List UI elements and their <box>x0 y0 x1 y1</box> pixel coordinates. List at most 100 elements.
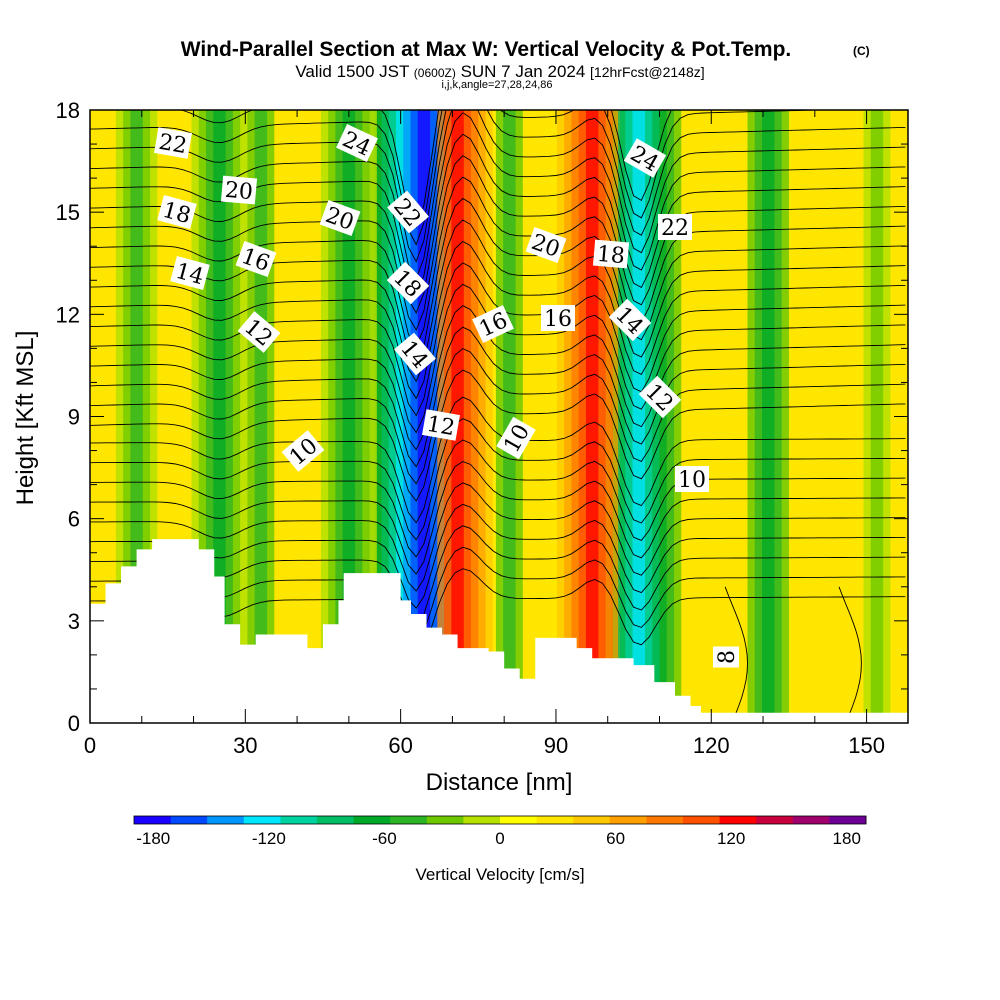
axis-ticks: 0 30 60 90 120 150 0 3 6 9 12 15 18 <box>56 98 908 758</box>
contour-label: 22 <box>658 214 692 241</box>
copyright-mark: (C) <box>853 44 870 58</box>
grid-indices: i,j,k,angle=27,28,24,86 <box>441 79 552 91</box>
colorbar-swatch <box>134 816 171 824</box>
velocity-band <box>503 110 516 723</box>
theta-contour <box>90 369 906 502</box>
theta-contour <box>178 110 672 229</box>
theta-contour <box>90 155 906 332</box>
contour-label-text: 8 <box>715 650 740 664</box>
theta-contour <box>838 586 862 723</box>
x-tick-label: 120 <box>693 733 730 758</box>
y-tick-label: 9 <box>68 405 80 430</box>
y-tick-label: 18 <box>56 98 80 123</box>
terrain-mask <box>90 539 908 723</box>
colorbar-swatch <box>243 816 281 824</box>
contour-label-text: 20 <box>224 178 254 205</box>
x-axis-title: Distance [nm] <box>426 769 573 796</box>
contour-label-text: 18 <box>596 242 626 269</box>
colorbar-swatch <box>463 816 501 824</box>
contour-label: 22 <box>154 127 192 159</box>
colorbar-tick-label: -180 <box>136 829 170 848</box>
contour-label: 16 <box>541 305 575 332</box>
contour-label-box <box>220 175 258 205</box>
theta-contour <box>90 197 906 366</box>
colorbar-swatch <box>390 816 428 824</box>
theta-contour <box>90 482 906 592</box>
velocity-band <box>870 110 884 723</box>
valid-time: Valid 1500 JST (0600Z) SUN 7 Jan 2024 [1… <box>295 62 704 81</box>
colorbar-swatch <box>756 816 794 824</box>
contour-label-box <box>235 240 277 278</box>
colorbar-tick-label: 60 <box>606 829 625 848</box>
contour-label-box <box>608 298 652 342</box>
contour-label-box <box>496 416 536 460</box>
contour-label-text: 22 <box>157 130 189 159</box>
colorbar-tick-label: -60 <box>372 829 397 848</box>
contour-label-box <box>525 226 567 264</box>
contour-label-box <box>336 124 378 162</box>
colorbar-swatch <box>829 816 867 824</box>
velocity-band <box>632 110 645 723</box>
y-tick-label: 0 <box>68 711 80 736</box>
contour-label-text: 16 <box>544 307 572 332</box>
theta-contour <box>90 503 906 609</box>
chart-title: Wind-Parallel Section at Max W: Vertical… <box>181 38 792 61</box>
x-tick-label: 60 <box>388 733 412 758</box>
x-tick-label: 30 <box>233 733 257 758</box>
contour-label-box <box>422 409 460 441</box>
colorbar-tick-label: 120 <box>717 829 745 848</box>
x-tick-label: 90 <box>544 733 568 758</box>
contour-label-box <box>319 199 361 237</box>
colorbar-swatch <box>280 816 318 824</box>
contour-label: 14 <box>170 256 210 290</box>
x-tick-label: 150 <box>848 733 885 758</box>
theta-contour <box>90 568 906 661</box>
theta-contour <box>90 348 906 485</box>
theta-contour <box>90 110 906 263</box>
y-tick-label: 12 <box>56 302 80 327</box>
theta-contour <box>90 418 906 541</box>
valid-date: SUN 7 Jan 2024 <box>461 62 586 81</box>
valid-prefix: Valid 1500 JST <box>295 62 409 81</box>
contour-label-box <box>386 261 430 305</box>
y-tick-label: 3 <box>68 609 80 634</box>
contour-label-box <box>394 332 436 376</box>
colorbar-swatch <box>500 816 537 824</box>
colorbar-swatch <box>207 816 245 824</box>
contour-label: 20 <box>220 175 258 205</box>
colorbar-swatch <box>719 816 757 824</box>
colorbar: -180 -120 -60 0 60 120 180 <box>133 815 867 848</box>
theta-contour <box>90 396 906 524</box>
contour-label-box <box>658 214 692 240</box>
contour-label-box <box>387 190 429 234</box>
theta-contour <box>90 546 906 643</box>
colorbar-swatch <box>683 816 720 824</box>
velocity-band <box>254 110 268 723</box>
theta-contour <box>90 219 906 383</box>
colorbar-tick-label: 180 <box>833 829 861 848</box>
colorbar-frame <box>133 815 867 825</box>
contour-label-box <box>592 239 630 269</box>
velocity-band <box>213 110 226 723</box>
colorbar-swatch <box>426 816 464 824</box>
velocity-band <box>762 110 775 723</box>
contour-label-box <box>237 311 281 353</box>
contour-label-box <box>623 138 667 178</box>
y-tick-label: 6 <box>68 507 80 532</box>
theta-contour <box>90 525 906 626</box>
theta-contour <box>90 460 906 575</box>
contour-label-box <box>638 375 682 419</box>
contour-label-box <box>675 466 709 492</box>
colorbar-swatch <box>646 816 684 824</box>
colorbar-swatch <box>609 816 647 824</box>
theta-contour <box>724 586 748 723</box>
theta-contour <box>90 176 906 349</box>
velocity-band <box>342 110 356 723</box>
colorbar-swatch <box>536 816 574 824</box>
contour-label: 10 <box>675 466 709 493</box>
colorbar-tick-label: 0 <box>495 829 504 848</box>
y-axis-title: Height [Kft MSL] <box>12 331 39 506</box>
contour-label-box <box>154 127 192 159</box>
colorbar-swatch <box>317 816 354 824</box>
